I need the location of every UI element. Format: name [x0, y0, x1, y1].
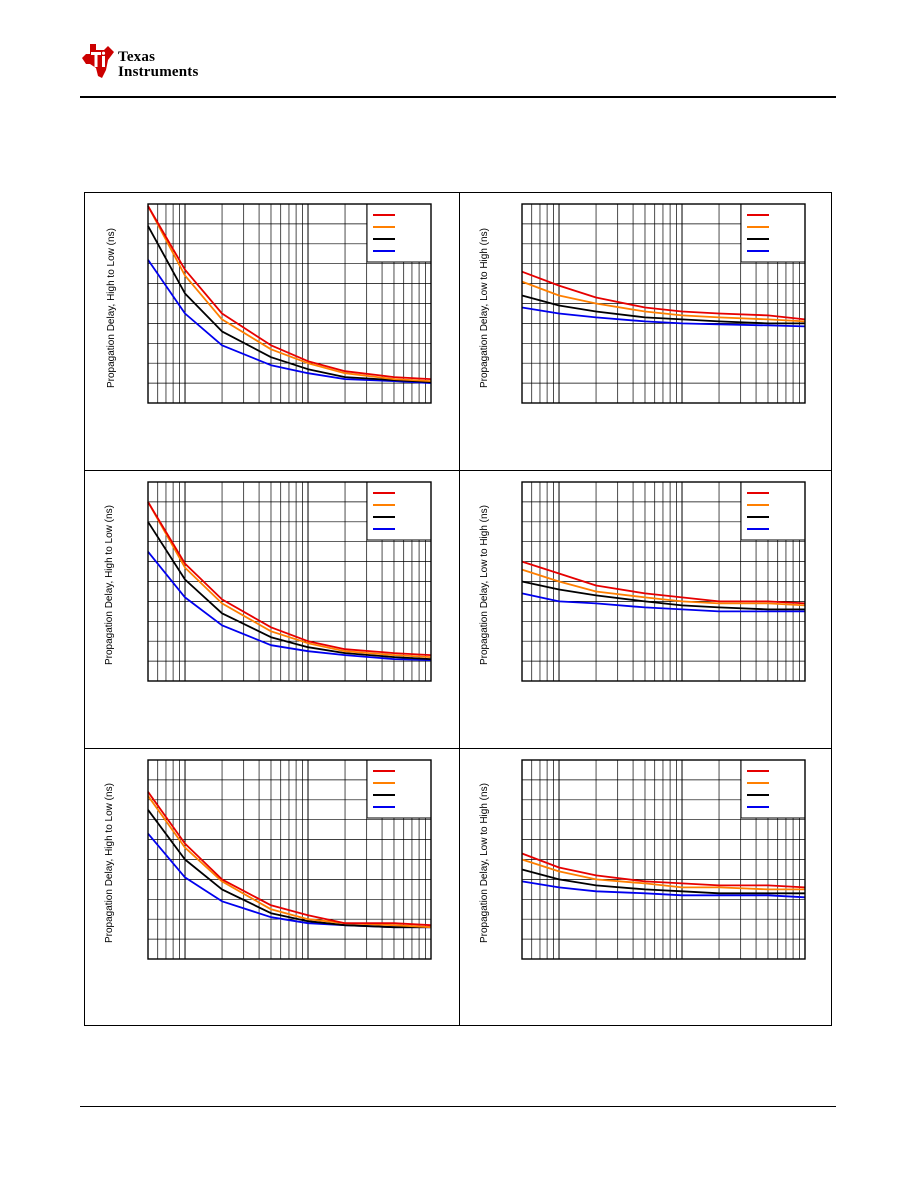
legend-box: [366, 759, 432, 819]
series-line: [147, 205, 432, 380]
series-line: [521, 592, 805, 613]
series-line: [521, 568, 806, 607]
plot-frame: [147, 481, 432, 682]
delay-chart: [147, 759, 432, 960]
series-line: [147, 791, 432, 927]
figure-cell: Propagation Delay, High to Low (ns): [84, 470, 459, 748]
delay-chart: [147, 481, 432, 682]
series-line: [521, 280, 806, 323]
series-line: [521, 858, 805, 891]
series-line: [147, 205, 432, 382]
figure-cell: Propagation Delay, Low to High (ns): [459, 748, 832, 1026]
plot-frame: [147, 203, 432, 404]
series-line: [147, 501, 432, 658]
figure-grid: [84, 192, 832, 1026]
delay-chart: [521, 759, 806, 960]
grid-row-divider: [84, 748, 832, 749]
ti-logo-mark: [82, 44, 114, 78]
series-line: [521, 868, 805, 895]
figure-cell: Propagation Delay, High to Low (ns): [84, 192, 459, 470]
series-line: [521, 560, 806, 605]
series-line: [521, 880, 806, 899]
delay-chart: [147, 203, 432, 404]
series-line: [521, 852, 806, 889]
header-rule: [80, 96, 836, 98]
brand-name-line1: Texas: [118, 49, 156, 65]
legend-box: [740, 203, 806, 263]
series-line: [147, 225, 432, 383]
series-line: [521, 294, 805, 325]
footer-rule: [80, 1106, 836, 1107]
legend-box: [740, 759, 806, 819]
series-line: [147, 795, 432, 929]
figure-cell: Propagation Delay, High to Low (ns): [84, 748, 459, 1026]
grid-row-divider: [84, 470, 832, 471]
figure-cell: Propagation Delay, Low to High (ns): [459, 470, 832, 748]
series-line: [521, 580, 805, 611]
series-line: [147, 809, 431, 929]
delay-chart: [521, 203, 806, 404]
series-line: [147, 501, 432, 656]
series-line: [521, 270, 806, 321]
texas-shape-icon: [82, 44, 114, 78]
series-line: [521, 306, 806, 328]
series-line: [147, 551, 432, 661]
plot-frame: [147, 759, 432, 960]
delay-chart: [521, 481, 806, 682]
grid-column-divider: [459, 192, 460, 1026]
page-header: Texas Instruments: [80, 40, 836, 98]
figure-cell: Propagation Delay, Low to High (ns): [459, 192, 832, 470]
plot-frame: [521, 203, 806, 404]
series-line: [147, 521, 432, 660]
legend-box: [366, 481, 432, 541]
legend-box: [366, 203, 432, 263]
legend-box: [740, 481, 806, 541]
plot-frame: [521, 481, 806, 682]
brand-name-line2: Instruments: [118, 64, 199, 80]
plot-frame: [521, 759, 806, 960]
ti-logo: Texas Instruments: [80, 42, 240, 82]
series-line: [147, 259, 432, 384]
